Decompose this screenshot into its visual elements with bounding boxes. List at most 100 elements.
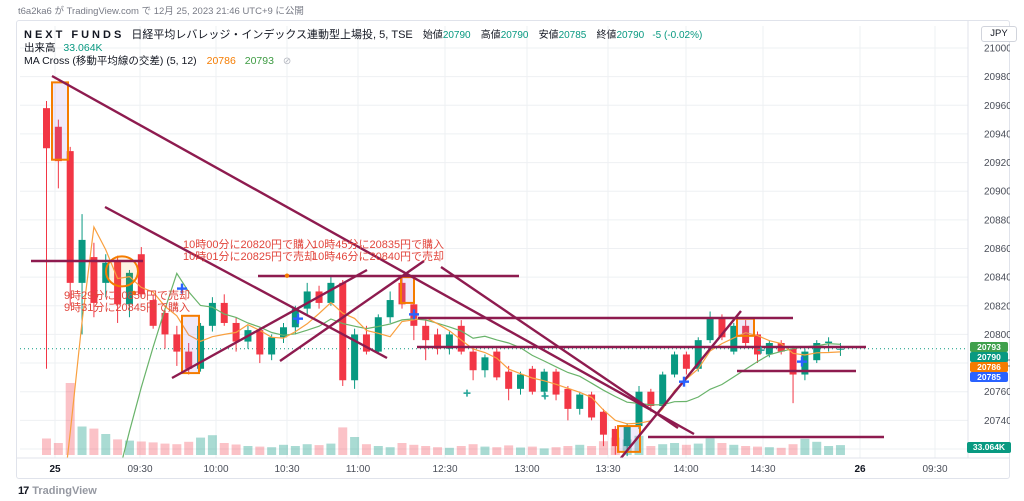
candle-body <box>754 334 761 355</box>
price-tick-label: 20760 <box>984 387 1010 398</box>
price-tick-label: 20960 <box>984 101 1010 112</box>
volume-bar <box>290 446 300 455</box>
volume-bar <box>575 444 585 455</box>
trade-note-line: 9時29分に20850円で売却 <box>64 290 190 302</box>
candle-body <box>659 374 667 407</box>
close-label: 終値 <box>596 30 617 41</box>
candle-body <box>825 341 833 344</box>
candle-body <box>137 254 145 295</box>
candle-body <box>303 291 311 309</box>
symbol-name[interactable]: NEXT FUNDS <box>24 29 125 41</box>
candle-body <box>90 257 98 303</box>
candle-body <box>552 371 560 395</box>
candle-body <box>43 108 50 149</box>
close-value: 20790 <box>616 30 645 41</box>
time-tick-label: 13:00 <box>514 464 539 475</box>
candle-body <box>161 312 169 335</box>
high-value: 20790 <box>500 30 529 41</box>
axes-layer: 21000 20980 20960 20940 20920 20900 20880 20860… <box>16 20 1010 475</box>
candle-body <box>576 394 584 409</box>
volume-bar <box>267 447 277 455</box>
candle-body <box>682 354 690 369</box>
candle-body <box>599 411 607 435</box>
candle-body <box>362 334 370 352</box>
volume-bar <box>65 383 75 455</box>
orange-dot-marker <box>131 290 137 296</box>
candle-body <box>647 391 655 407</box>
trade-note-line: 9時31分に20845円で購入 <box>64 301 190 314</box>
candle-body <box>327 282 335 303</box>
time-tick-label: 25 <box>49 464 61 475</box>
price-tick-label: 20800 <box>984 330 1010 341</box>
volume-bar <box>42 438 51 455</box>
candle-body <box>434 334 442 349</box>
candle-body <box>671 354 679 375</box>
volume-bar <box>397 443 407 455</box>
candle-body <box>505 371 513 389</box>
last-price-badge: 20790 <box>970 352 1008 362</box>
candle-body <box>718 317 726 338</box>
volume-value: 33.064K <box>63 42 103 54</box>
volume-bar <box>350 437 360 455</box>
candle-body <box>54 126 62 162</box>
tradingview-logo[interactable]: 17 TradingView <box>18 485 97 497</box>
ma-fast-line <box>66 225 841 458</box>
candle-body <box>197 325 205 369</box>
price-tick-label: 20840 <box>984 273 1010 284</box>
trade-note-line: 10時45分に20835円で購入 <box>312 239 445 251</box>
time-tick-label: 14:00 <box>673 464 698 475</box>
volume-bar <box>243 446 253 455</box>
candle-body <box>422 325 430 341</box>
time-tick-label: 14:30 <box>750 464 775 475</box>
low-value: 20785 <box>558 30 587 41</box>
volume-bar <box>338 427 348 455</box>
orange-dot-marker <box>284 273 290 278</box>
volume-bar <box>824 446 834 455</box>
open-label: 始値 <box>422 30 443 41</box>
candle-body <box>208 302 216 326</box>
volume-bar <box>136 441 146 455</box>
ma-slow-price-badge: 20793 <box>970 342 1008 352</box>
candle-body <box>481 357 489 371</box>
price-range-box <box>736 317 755 337</box>
volume-bar <box>444 447 454 455</box>
time-tick-label: 09:30 <box>922 464 947 475</box>
candle-body <box>185 351 193 369</box>
highlight-ellipse <box>105 255 139 288</box>
volume-bar <box>717 443 727 455</box>
volume-row: 出来高 33.064K <box>24 40 103 55</box>
price-tick-label: 20940 <box>984 129 1010 140</box>
ma-slow-line <box>122 272 841 458</box>
low-price-badge: 20785 <box>970 372 1008 382</box>
volume-bar <box>705 438 715 455</box>
candle-body <box>517 374 524 389</box>
indicator-row[interactable]: MA Cross (移動平均線の交差) (5, 12) 20786 20793 … <box>24 53 291 68</box>
trade-note-left: 9時29分に20850円で売却 9時31分に20845円で購入 <box>64 290 190 314</box>
volume-bar <box>598 441 608 455</box>
volume-bar <box>800 438 810 455</box>
volume-bar <box>279 444 288 455</box>
volume-bar <box>433 447 443 455</box>
ma-fast-price-badge: 20786 <box>970 362 1008 372</box>
volume-bar <box>361 444 371 455</box>
volume-bar <box>77 426 87 455</box>
candle-body <box>457 325 465 352</box>
price-tick-label: 20880 <box>984 215 1010 226</box>
volume-bar <box>89 428 99 455</box>
currency-toggle-button[interactable]: JPY <box>981 26 1017 42</box>
price-tick-label: 21000 <box>984 44 1010 55</box>
indicator-name[interactable]: MA Cross (移動平均線の交差) (5, 12) <box>24 55 197 67</box>
candle-body <box>635 391 643 427</box>
candle-body <box>268 337 276 355</box>
volume-bar <box>219 443 229 455</box>
price-range-box <box>181 314 200 375</box>
volume-bar <box>729 444 739 455</box>
price-range-box <box>51 81 69 161</box>
indicator-hidden-icon[interactable]: ⊘ <box>282 56 292 67</box>
candle-body <box>220 302 228 323</box>
price-chart-canvas[interactable]: 21000 20980 20960 20940 20920 20900 20880 20860… <box>16 20 1010 479</box>
volume-bar <box>492 447 502 455</box>
change-value: -5 (-0.02%) <box>652 30 703 41</box>
volume-bar <box>681 444 691 455</box>
